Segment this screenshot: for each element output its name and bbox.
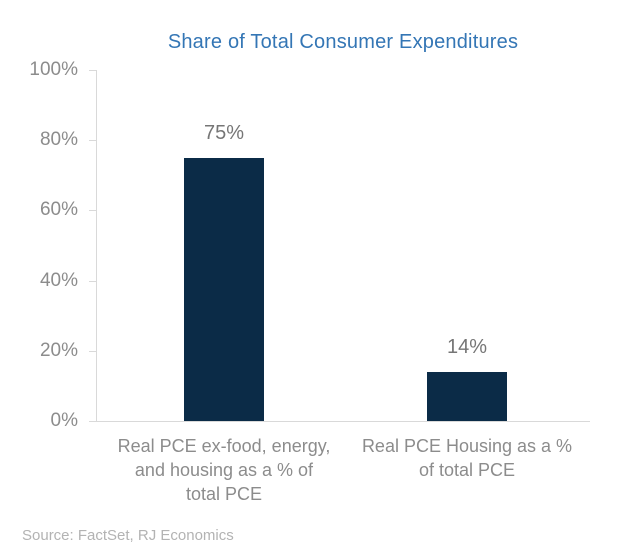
- y-axis-tick-label: 20%: [39, 339, 78, 361]
- y-axis-tick-label: 100%: [29, 59, 78, 80]
- x-axis-line: [96, 421, 590, 422]
- x-axis-category-label: Real PCE Housing as a % of total PCE: [339, 434, 595, 482]
- y-axis-tick-mark: [89, 280, 96, 282]
- y-axis-tick-mark: [89, 421, 96, 422]
- y-axis-tick-mark: [89, 210, 96, 212]
- y-axis-line: [96, 70, 97, 421]
- bar: [427, 371, 507, 421]
- bar-value-label: 75%: [203, 121, 245, 144]
- x-axis-category-label-line: and housing as a % of: [134, 460, 314, 480]
- x-axis-category-label-line: total PCE: [185, 484, 263, 504]
- chart-title: Share of Total Consumer Expenditures: [167, 31, 519, 53]
- y-axis-tick-mark: [89, 350, 96, 352]
- x-axis-category-label: Real PCE ex-food, energy, and housing as …: [96, 434, 352, 506]
- y-axis-tick-label: 0%: [50, 410, 78, 431]
- y-axis-tick-label: 40%: [39, 269, 78, 291]
- bar-value-label: 14%: [446, 335, 488, 358]
- source-note: Source: FactSet, RJ Economics: [22, 527, 234, 544]
- y-axis-tick-label: 60%: [39, 199, 78, 221]
- x-axis-category-label-line: of total PCE: [418, 460, 516, 480]
- x-axis-category-label-line: Real PCE Housing as a %: [361, 436, 573, 456]
- y-axis-tick-mark: [89, 70, 96, 71]
- x-axis-category-label-line: Real PCE ex-food, energy,: [117, 436, 331, 456]
- y-axis-tick-mark: [89, 140, 96, 142]
- y-axis-tick-label: 80%: [39, 129, 78, 151]
- bar: [184, 157, 264, 421]
